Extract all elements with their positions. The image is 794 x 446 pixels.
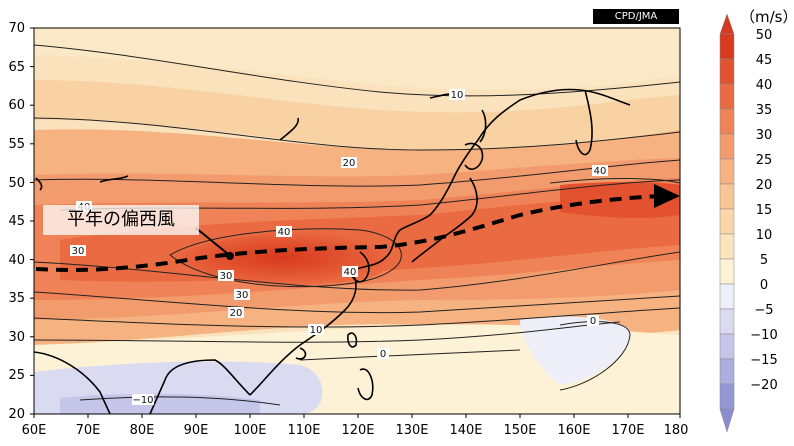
colorbar-segment (719, 108, 735, 135)
contour-label: 0 (380, 349, 386, 360)
colorbar-segment (719, 33, 735, 60)
contour-label: 30 (72, 246, 85, 257)
colorbar-tick-label: 0 (760, 278, 768, 293)
contour-label: 20 (230, 308, 243, 319)
y-tick-label: 65 (8, 60, 25, 75)
contour-label: 30 (236, 290, 249, 301)
y-tick-label: 30 (8, 330, 25, 345)
contour-label: 20 (343, 158, 356, 169)
contour-label: 10 (310, 325, 323, 336)
contour-label: 40 (344, 267, 357, 278)
y-tick-label: 40 (8, 253, 25, 268)
x-tick-label: 130E (395, 423, 428, 438)
colorbar-segment (719, 383, 735, 410)
y-tick-label: 50 (8, 176, 25, 191)
colorbar-segment (719, 133, 735, 160)
contour-labels: 10 20 30 40 40 40 30 20 10 0 0 −10 40 30 (70, 89, 608, 406)
contour-label: −10 (132, 395, 153, 406)
colorbar-segment (719, 83, 735, 110)
x-tick-label: 100E (233, 423, 266, 438)
contour-label: 10 (451, 90, 464, 101)
jet-stream-arrow-icon (654, 184, 680, 208)
y-tick-label: 70 (8, 21, 25, 36)
x-tick-label: 90E (184, 423, 209, 438)
colorbar-tick-label: 15 (756, 203, 773, 218)
source-badge: CPD/JMA (593, 9, 679, 24)
x-tick-label: 180 (664, 423, 689, 438)
x-tick-label: 60E (22, 423, 47, 438)
y-tick-label: 25 (8, 368, 25, 383)
contour-label: 40 (594, 166, 607, 177)
x-tick-label: 70E (76, 423, 101, 438)
x-tick-label: 80E (130, 423, 155, 438)
contour-label: 0 (590, 316, 596, 327)
colorbar-segment (719, 333, 735, 360)
coastlines (34, 88, 631, 414)
x-tick-label: 150E (503, 423, 536, 438)
y-tick-label: 60 (8, 98, 25, 113)
y-tick-label: 45 (8, 214, 25, 229)
colorbar-tick-label: −20 (750, 378, 777, 393)
x-tick-label: 120E (341, 423, 374, 438)
x-ticks (33, 414, 681, 418)
colorbar-tick-label: 5 (760, 253, 768, 268)
y-tick-label: 35 (8, 291, 25, 306)
colorbar-segment (719, 183, 735, 210)
y-tick-label: 55 (8, 137, 25, 152)
colorbar-unit: （m/s） (740, 8, 794, 26)
colorbar-tick-label: 50 (756, 28, 773, 43)
colorbar-tick-label: 45 (756, 53, 773, 68)
colorbar-bottom-arrow (719, 408, 735, 433)
annotation-label: 平年の偏西風 (43, 205, 199, 235)
contour-label: 30 (220, 271, 233, 282)
colorbar-tick-label: 35 (756, 103, 773, 118)
y-tick-labels: 70 65 60 55 50 45 40 35 30 25 20 (8, 21, 25, 422)
colorbar-tick-label: −10 (750, 328, 777, 343)
colorbar-tick-label: 20 (756, 178, 773, 193)
colorbar-tick-label: 25 (756, 153, 773, 168)
colorbar-segment (719, 308, 735, 335)
colorbar-segment (719, 208, 735, 235)
x-tick-label: 140E (449, 423, 482, 438)
arrow-pointer-icon (195, 227, 229, 255)
colorbar-segment (719, 358, 735, 385)
colorbar-segment (719, 258, 735, 285)
colorbar-tick-label: 30 (756, 128, 773, 143)
colorbar-segment (719, 158, 735, 185)
y-ticks (30, 27, 34, 415)
x-tick-label: 160E (557, 423, 590, 438)
jet-stream-path (35, 194, 661, 272)
colorbar-tick-label: −15 (750, 353, 777, 368)
contour-label: 40 (278, 227, 291, 238)
x-tick-label: 110E (287, 423, 320, 438)
x-tick-labels: 60E 70E 80E 90E 100E 110E 120E 130E 140E… (22, 423, 689, 438)
pointer-dot (226, 252, 234, 260)
colorbar-tick-label: −5 (754, 303, 773, 318)
colorbar-tick-label: 40 (756, 78, 773, 93)
colorbar-segment (719, 233, 735, 260)
colorbar-segment (719, 58, 735, 85)
x-tick-label: 170E (611, 423, 644, 438)
colorbar-segment (719, 283, 735, 310)
y-tick-label: 20 (8, 407, 25, 422)
colorbar-tick-label: 10 (756, 228, 773, 243)
colorbar-top-arrow (719, 13, 735, 35)
